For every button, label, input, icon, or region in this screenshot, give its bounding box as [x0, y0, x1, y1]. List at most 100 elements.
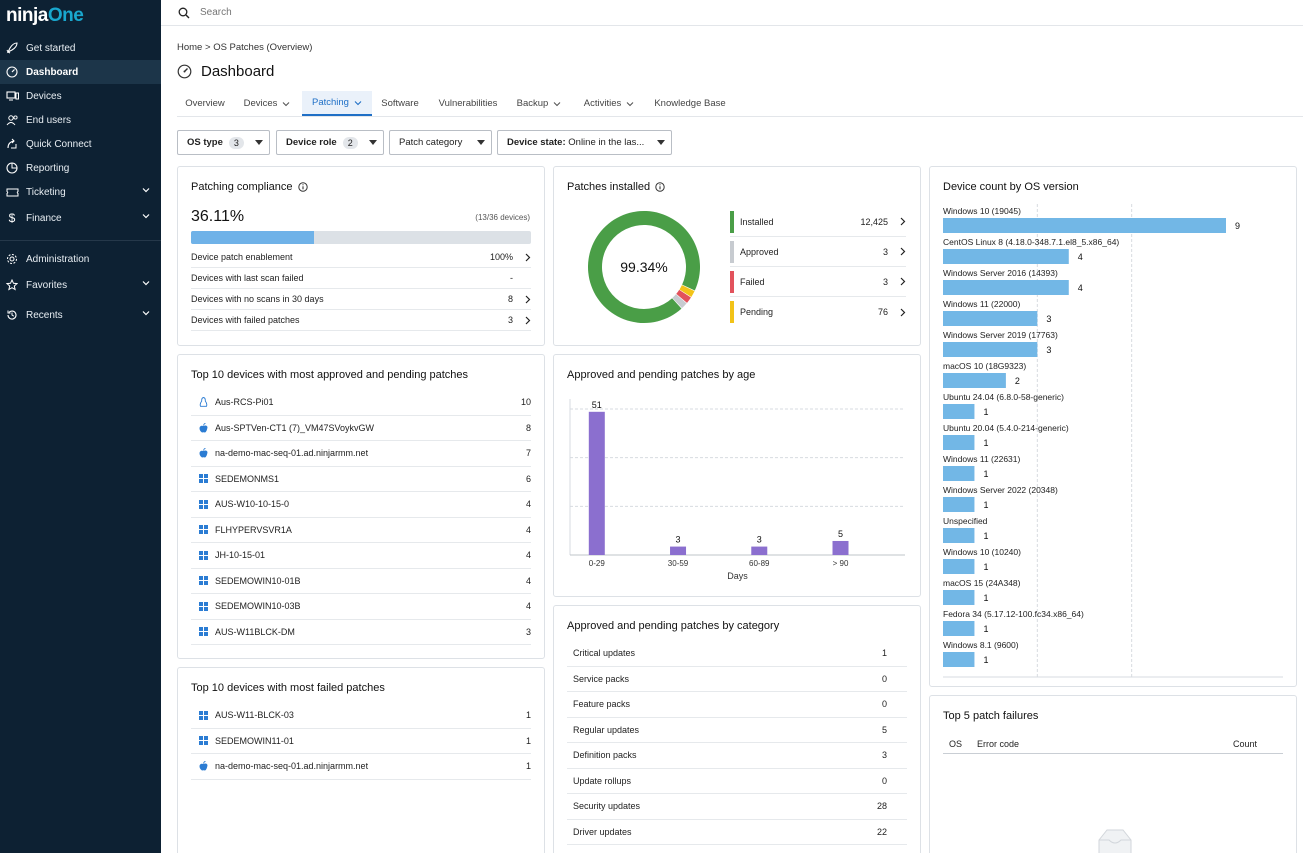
- table-row[interactable]: SEDEMONMS1 6: [191, 467, 531, 492]
- info-icon[interactable]: [655, 182, 665, 192]
- sidebar-item-dashboard[interactable]: Dashboard: [0, 60, 161, 84]
- sidebar-item-get-started[interactable]: Get started: [0, 36, 161, 60]
- chevron-right-icon: [513, 295, 531, 304]
- category-row[interactable]: Regular updates 5: [567, 718, 907, 743]
- device-role-filter[interactable]: Device role 2: [276, 130, 384, 155]
- category-value: 0: [881, 699, 887, 710]
- tab-activities[interactable]: Activities: [576, 91, 642, 116]
- sidebar-item-reporting[interactable]: Reporting: [0, 156, 161, 180]
- device-name[interactable]: na-demo-mac-seq-01.ad.ninjarmm.net: [215, 448, 369, 459]
- table-row[interactable]: JH-10-15-01 4: [191, 543, 531, 569]
- legend-failed[interactable]: Failed 3: [730, 267, 906, 297]
- rocket-icon: [5, 41, 19, 55]
- patches-donut-chart[interactable]: 99.34%: [586, 209, 702, 325]
- table-row[interactable]: AUS-W11-BLCK-03 1: [191, 703, 531, 729]
- table-row[interactable]: SEDEMOWIN10-01B 4: [191, 569, 531, 594]
- table-row[interactable]: Aus-SPTVen-CT1 (7)_VM47SVoykvGW 8: [191, 416, 531, 441]
- device-name[interactable]: na-demo-mac-seq-01.ad.ninjarmm.net: [215, 761, 369, 772]
- os-bar-12[interactable]: [943, 590, 975, 605]
- sidebar-item-administration[interactable]: Administration: [0, 247, 161, 271]
- breadcrumb-home[interactable]: Home: [177, 42, 203, 53]
- os-bar-3[interactable]: [943, 311, 1038, 326]
- category-row[interactable]: Driver updates 22: [567, 820, 907, 845]
- category-row[interactable]: Critical updates 1: [567, 641, 907, 667]
- age-bar-3[interactable]: [832, 540, 849, 555]
- category-row[interactable]: Service packs 0: [567, 667, 907, 692]
- sidebar-item-finance[interactable]: $ Finance: [0, 206, 161, 230]
- compliance-row-failed-patches[interactable]: Devices with failed patches 3: [191, 310, 531, 331]
- column-header-os[interactable]: OS: [949, 738, 963, 749]
- tab-backup[interactable]: Backup: [511, 91, 567, 116]
- tab-overview[interactable]: Overview: [185, 98, 225, 109]
- tab-vulnerabilities[interactable]: Vulnerabilities: [438, 98, 498, 109]
- donut-slice-approved[interactable]: [672, 294, 687, 309]
- tab-knowledge-base[interactable]: Knowledge Base: [654, 98, 726, 109]
- tab-patching[interactable]: Patching: [302, 91, 372, 116]
- os-type-filter[interactable]: OS type 3: [177, 130, 270, 155]
- os-bar-4[interactable]: [943, 342, 1038, 357]
- age-bar-1[interactable]: [670, 546, 687, 555]
- table-row[interactable]: SEDEMOWIN10-03B 4: [191, 594, 531, 620]
- device-name[interactable]: AUS-W10-10-15-0: [215, 499, 290, 510]
- table-row[interactable]: FLHYPERVSVR1A 4: [191, 518, 531, 543]
- device-name[interactable]: JH-10-15-01: [215, 550, 266, 561]
- table-row[interactable]: na-demo-mac-seq-01.ad.ninjarmm.net 1: [191, 754, 531, 780]
- ninjaone-logo[interactable]: ninjaOne: [6, 5, 84, 26]
- column-header-error-code[interactable]: Error code: [977, 738, 1020, 749]
- legend-approved[interactable]: Approved 3: [730, 237, 906, 267]
- os-bar-14[interactable]: [943, 652, 975, 667]
- os-bar-11[interactable]: [943, 559, 975, 574]
- info-icon[interactable]: [297, 182, 308, 192]
- os-bar-10[interactable]: [943, 528, 975, 543]
- sidebar-item-recents[interactable]: Recents: [0, 303, 161, 327]
- gear-icon: [5, 252, 19, 266]
- device-name[interactable]: Aus-SPTVen-CT1 (7)_VM47SVoykvGW: [215, 422, 375, 433]
- sidebar-item-ticketing[interactable]: Ticketing: [0, 180, 161, 204]
- age-bar-2[interactable]: [751, 546, 768, 555]
- sidebar-item-end-users[interactable]: End users: [0, 108, 161, 132]
- table-row[interactable]: na-demo-mac-seq-01.ad.ninjarmm.net 7: [191, 441, 531, 467]
- sidebar-item-quick-connect[interactable]: Quick Connect: [0, 132, 161, 156]
- category-row[interactable]: Feature packs 0: [567, 692, 907, 718]
- device-name[interactable]: SEDEMOWIN10-03B: [215, 601, 301, 612]
- device-name[interactable]: SEDEMONMS1: [215, 473, 280, 484]
- device-name[interactable]: FLHYPERVSVR1A: [215, 524, 292, 535]
- donut-slice-failed[interactable]: [676, 289, 691, 303]
- donut-slice-pending[interactable]: [679, 285, 695, 297]
- column-header-count[interactable]: Count: [1233, 738, 1258, 749]
- sidebar-item-label: Ticketing: [26, 186, 66, 198]
- table-row[interactable]: AUS-W11BLCK-DM 3: [191, 620, 531, 645]
- legend-installed[interactable]: Installed 12,425: [730, 207, 906, 237]
- category-row[interactable]: Definition packs 3: [567, 743, 907, 769]
- age-bar-0[interactable]: [588, 411, 605, 555]
- table-row[interactable]: SEDEMOWIN11-01 1: [191, 729, 531, 754]
- category-row[interactable]: Update rollups 0: [567, 769, 907, 794]
- os-bar-5[interactable]: [943, 373, 1006, 388]
- device-name[interactable]: Aus-RCS-Pi01: [215, 397, 274, 408]
- os-bar-13[interactable]: [943, 621, 975, 636]
- device-name[interactable]: SEDEMOWIN11-01: [215, 735, 294, 746]
- tab-devices[interactable]: Devices: [235, 91, 299, 116]
- os-bar-9[interactable]: [943, 497, 975, 512]
- os-bar-7[interactable]: [943, 435, 975, 450]
- os-bar-6[interactable]: [943, 404, 975, 419]
- sidebar-item-devices[interactable]: Devices: [0, 84, 161, 108]
- device-name[interactable]: AUS-W11-BLCK-03: [215, 710, 294, 721]
- os-bar-0[interactable]: [943, 218, 1226, 233]
- device-name[interactable]: SEDEMOWIN10-01B: [215, 575, 301, 586]
- tab-software[interactable]: Software: [381, 98, 419, 109]
- patch-category-filter[interactable]: Patch category: [389, 130, 492, 155]
- device-name[interactable]: AUS-W11BLCK-DM: [215, 626, 295, 637]
- sidebar-item-favorites[interactable]: Favorites: [0, 273, 161, 297]
- compliance-row-enablement[interactable]: Device patch enablement 100%: [191, 247, 531, 268]
- table-row[interactable]: AUS-W10-10-15-0 4: [191, 492, 531, 518]
- os-bar-8[interactable]: [943, 466, 975, 481]
- os-bar-1[interactable]: [943, 249, 1069, 264]
- category-row[interactable]: Security updates 28: [567, 794, 907, 820]
- legend-pending[interactable]: Pending 76: [730, 297, 906, 327]
- device-state-filter[interactable]: Device state: Online in the las...: [497, 130, 672, 155]
- table-row[interactable]: Aus-RCS-Pi01 10: [191, 390, 531, 416]
- search-input[interactable]: [200, 7, 500, 18]
- os-bar-2[interactable]: [943, 280, 1069, 295]
- compliance-row-no-scans[interactable]: Devices with no scans in 30 days 8: [191, 289, 531, 310]
